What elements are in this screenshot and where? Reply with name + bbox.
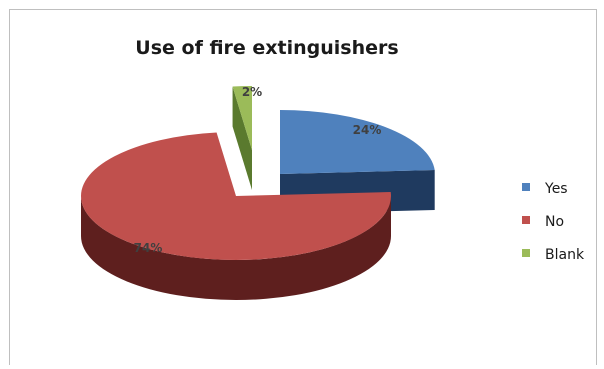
slice-top-0 <box>280 110 435 174</box>
pie-slice-no <box>80 132 392 300</box>
legend-label-yes: Yes <box>544 181 568 197</box>
slice-side-1 <box>81 196 391 300</box>
legend-swatch-yes <box>522 183 530 191</box>
slice-cut-2-0 <box>232 86 252 190</box>
pie-slices <box>80 86 435 300</box>
data-label-yes: 24% <box>353 123 382 137</box>
legend-swatch-blank <box>522 249 530 257</box>
slice-top-1 <box>80 132 392 260</box>
legend-label-no: No <box>545 214 564 230</box>
chart-title: Use of fire extinguishers <box>135 37 398 59</box>
legend-swatch-no <box>522 216 530 224</box>
data-labels: 24% 74% 2% <box>134 85 382 255</box>
legend-label-blank: Blank <box>545 247 585 263</box>
legend: Yes No Blank <box>522 181 585 263</box>
data-label-no: 74% <box>134 241 163 255</box>
data-label-blank: 2% <box>242 85 262 99</box>
pie-slice-blank <box>232 86 252 190</box>
slice-top-2 <box>232 86 252 150</box>
